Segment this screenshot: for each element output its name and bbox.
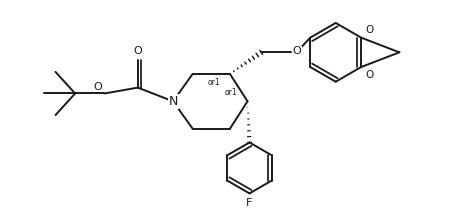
Text: O: O	[292, 46, 302, 56]
Text: or1: or1	[207, 78, 220, 87]
Text: O: O	[94, 82, 103, 92]
Text: O: O	[134, 46, 142, 56]
Text: O: O	[365, 70, 374, 80]
Text: or1: or1	[224, 88, 237, 97]
Text: O: O	[365, 25, 374, 35]
Text: N: N	[168, 95, 178, 108]
Text: F: F	[246, 198, 253, 208]
